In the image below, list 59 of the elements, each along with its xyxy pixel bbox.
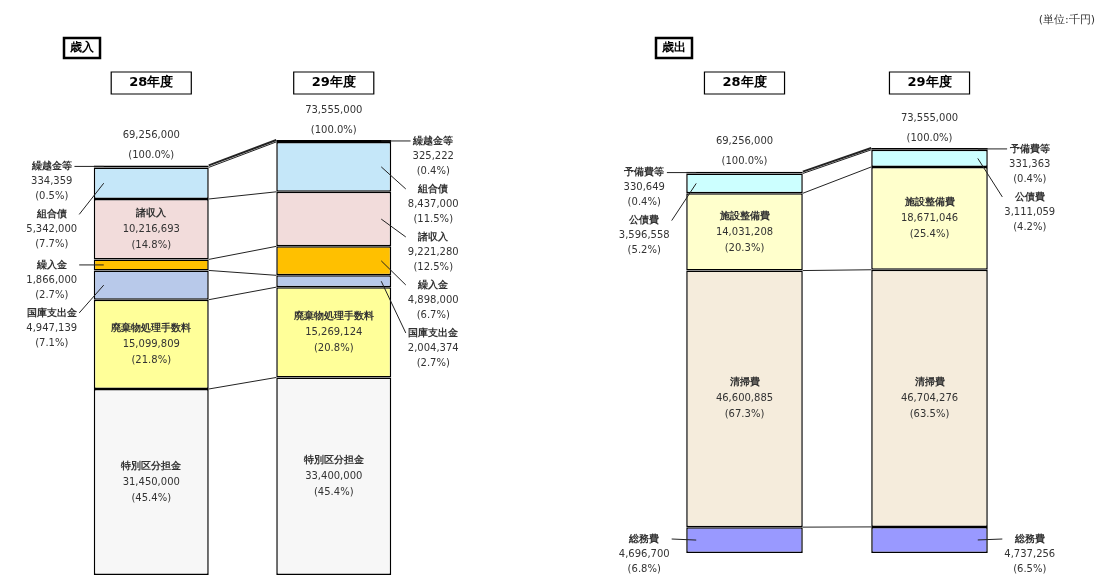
data-label: 46,704,276 (63.5%)	[900, 391, 959, 419]
data-label: 334,359 (0.5%)	[31, 175, 73, 202]
text: 諸収入	[418, 230, 449, 242]
data-label: 14,031,208 (20.3%)	[715, 225, 774, 253]
data-label: 8,437,000 (11.5%)	[407, 197, 459, 224]
series-label: 施設整備費	[718, 209, 770, 221]
data-label: 4,737,256 (6.5%)	[1004, 547, 1056, 574]
x-tick-label: 29年度	[907, 74, 952, 90]
data-label: 4,947,139 (7.1%)	[26, 321, 78, 348]
data-label: 1,866,000 (2.7%)	[26, 273, 78, 300]
data-label: 46,600,885 (67.3%)	[715, 392, 774, 420]
data-label: 15,269,124 (20.8%)	[305, 325, 363, 353]
text: 繰入金	[418, 278, 449, 290]
data-label: 9,221,280 (12.5%)	[407, 245, 459, 272]
data-label: 325,222 (0.4%)	[412, 149, 454, 176]
text: 廃棄物処理手数料	[293, 309, 374, 321]
series-label: 諸収入	[135, 206, 168, 218]
data-label: 330,649 (0.4%)	[623, 181, 665, 208]
total-label: 73,555,000 (100.0%)	[900, 111, 959, 143]
data-label: 3,111,059 (4.2%)	[1004, 205, 1056, 232]
chart-title: 歳入	[69, 40, 95, 55]
data-label: 31,450,000 (45.4%)	[122, 475, 180, 503]
text: (単位:千円)	[1038, 12, 1095, 26]
x-tick-label: 28年度	[722, 74, 767, 90]
text: 予備費等	[1008, 142, 1050, 154]
text: 国庫支出金	[26, 306, 78, 318]
total-label: 69,256,000 (100.0%)	[715, 135, 774, 167]
text: 組合債	[36, 208, 67, 220]
total-label: 69,256,000 (100.0%)	[122, 129, 180, 161]
data-label: 4,898,000 (6.7%)	[407, 293, 459, 320]
data-label: 10,216,693 (14.8%)	[122, 222, 180, 250]
series-label: 清掃費	[728, 376, 760, 388]
chart-title: 歳出	[661, 40, 686, 55]
text: 公債費	[1014, 190, 1045, 202]
text: 組合債	[417, 182, 449, 194]
text: 清掃費	[914, 375, 945, 387]
text: 予備費等	[624, 166, 665, 178]
text: 公債費	[628, 214, 660, 226]
text: 繰越金等	[30, 160, 72, 172]
data-label: 18,671,046 (25.4%)	[900, 211, 959, 239]
text: 繰越金等	[413, 134, 454, 146]
series-label: 特別区分担金	[120, 459, 183, 471]
x-tick-label: 28年度	[129, 74, 174, 90]
data-label: 3,596,558 (5.2%)	[618, 229, 670, 256]
text: 総務費	[1013, 532, 1045, 544]
text: 国庫支出金	[408, 326, 459, 338]
data-label: 33,400,000 (45.4%)	[305, 469, 363, 497]
data-label: 2,004,374 (2.7%)	[407, 341, 459, 368]
text: 総務費	[629, 532, 660, 544]
text: 施設整備費	[904, 195, 955, 207]
total-label: 73,555,000 (100.0%)	[305, 103, 363, 135]
data-label: 5,342,000 (7.7%)	[26, 223, 78, 250]
data-label: 331,363 (0.4%)	[1009, 157, 1051, 184]
data-label: 4,696,700 (6.8%)	[618, 547, 670, 574]
x-tick-label: 29年度	[311, 74, 356, 90]
text: 特別区分担金	[303, 453, 364, 465]
series-label: 廃棄物処理手数料	[110, 321, 192, 333]
text: 繰入金	[35, 258, 68, 270]
data-label: 15,099,809 (21.8%)	[122, 337, 180, 365]
